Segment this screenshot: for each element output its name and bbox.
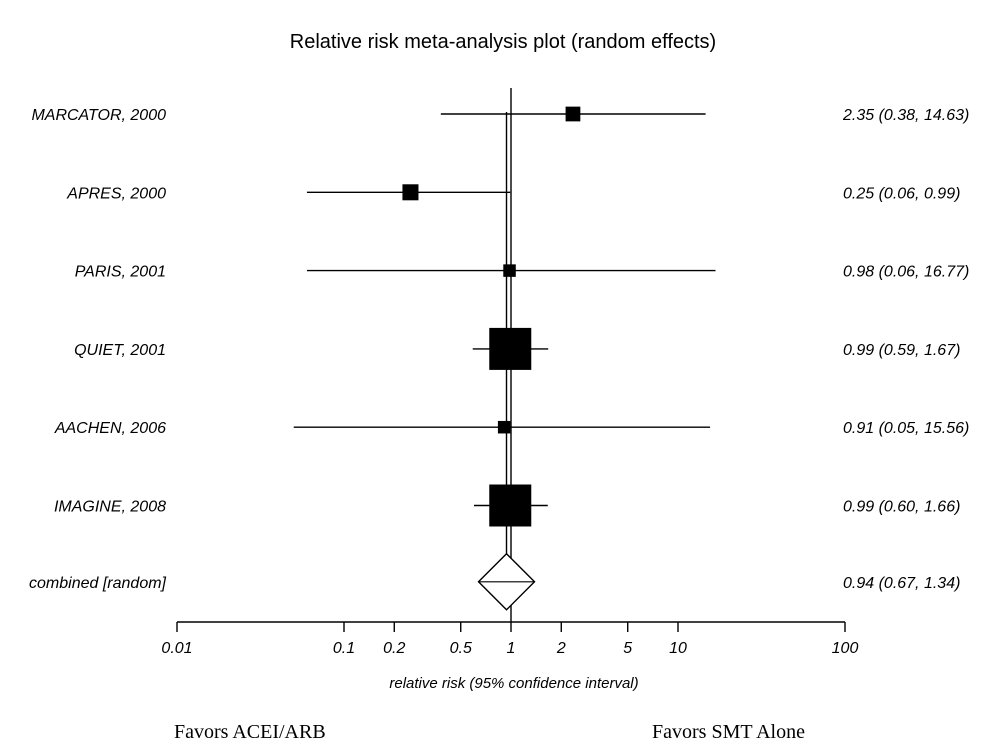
combined-label: 0.94 (0.67, 1.34): [843, 575, 960, 592]
estimate-label: 0.99 (0.60, 1.66): [843, 499, 960, 516]
x-tick-label: 1: [507, 640, 516, 657]
x-tick-label: 0.1: [333, 640, 355, 657]
study-name: APRES, 2000: [66, 185, 166, 202]
x-tick-label: 5: [623, 640, 632, 657]
x-tick-label: 0.2: [383, 640, 405, 657]
x-axis-label: relative risk (95% confidence interval): [389, 675, 638, 692]
point-estimate: [503, 264, 516, 277]
point-estimate: [565, 106, 581, 122]
study-name: QUIET, 2001: [74, 342, 166, 359]
estimate-label: 0.25 (0.06, 0.99): [843, 185, 960, 202]
chart-title: Relative risk meta-analysis plot (random…: [290, 31, 716, 53]
favors-left-label: Favors ACEI/ARB: [174, 721, 326, 743]
point-estimate: [497, 420, 511, 434]
point-estimate: [489, 327, 532, 370]
x-tick-label: 0.01: [161, 640, 192, 657]
combined-name: combined [random]: [29, 575, 167, 592]
x-tick-label: 2: [556, 640, 566, 657]
x-axis: 0.01 0.1 0.2 0.5 1 2 5 10 100: [161, 621, 859, 657]
study-name: PARIS, 2001: [75, 264, 166, 281]
estimate-label: 0.99 (0.59, 1.67): [843, 342, 960, 359]
study-name: IMAGINE, 2008: [54, 499, 166, 516]
study-name: AACHEN, 2006: [54, 420, 166, 437]
x-tick-label: 10: [669, 640, 687, 657]
point-estimate: [402, 184, 419, 201]
estimate-label: 0.91 (0.05, 15.56): [843, 420, 969, 437]
x-tick-label: 0.5: [450, 640, 472, 657]
estimate-label: 0.98 (0.06, 16.77): [843, 264, 969, 281]
point-estimate: [489, 484, 532, 527]
study-rows: MARCATOR, 2000 2.35 (0.38, 14.63) APRES, 2…: [29, 88, 969, 622]
x-tick-label: 100: [832, 640, 859, 657]
favors-right-label: Favors SMT Alone: [652, 721, 805, 743]
study-name: MARCATOR, 2000: [31, 107, 166, 124]
estimate-label: 2.35 (0.38, 14.63): [842, 107, 969, 124]
